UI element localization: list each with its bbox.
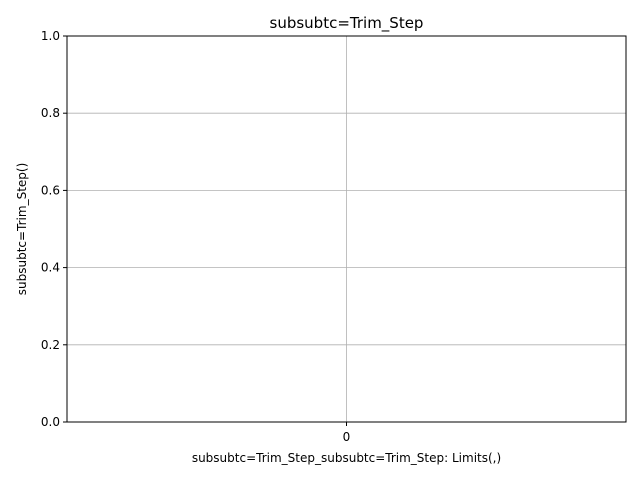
y-tick-label: 1.0 xyxy=(41,29,60,43)
y-tick-label: 0.2 xyxy=(41,338,60,352)
x-tick-label: 0 xyxy=(343,430,351,444)
x-axis-label: subsubtc=Trim_Step_subsubtc=Trim_Step: L… xyxy=(192,451,501,465)
x-axis: 0 xyxy=(343,422,351,444)
y-tick-label: 0.0 xyxy=(41,415,60,429)
chart-title: subsubtc=Trim_Step xyxy=(270,14,424,33)
y-axis-label: subsubtc=Trim_Step() xyxy=(15,163,29,296)
y-tick-label: 0.6 xyxy=(41,183,60,197)
y-axis: 0.0 0.2 0.4 0.6 0.8 1.0 xyxy=(41,29,67,429)
y-tick-label: 0.4 xyxy=(41,261,60,275)
y-tick-label: 0.8 xyxy=(41,106,60,120)
